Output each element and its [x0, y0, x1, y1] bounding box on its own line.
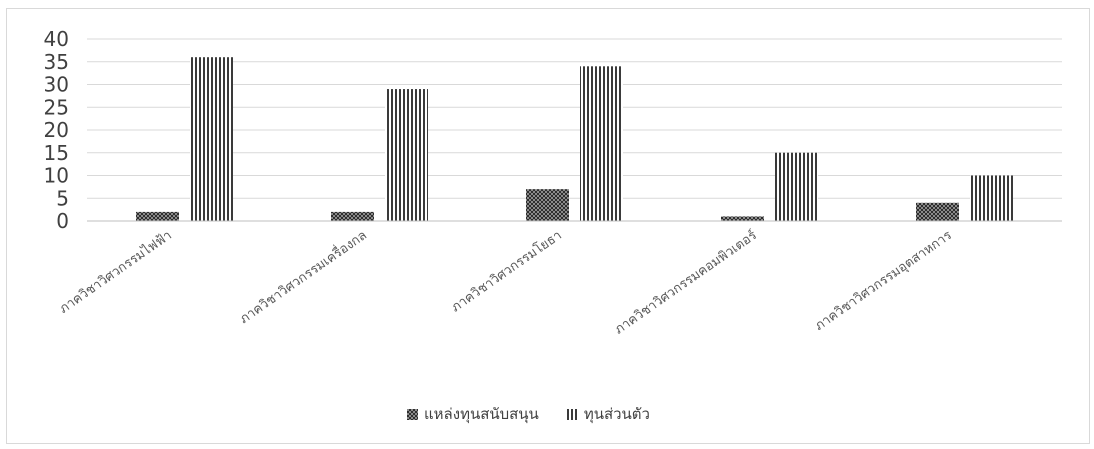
- y-tick-label: 40: [44, 27, 69, 51]
- bar-personal-fund: [970, 175, 1013, 221]
- category-label: ภาควิชาวิศวกรรมอุตสาหการ: [812, 228, 955, 334]
- y-tick-label: 30: [44, 73, 69, 97]
- bar-personal-fund: [385, 89, 428, 221]
- category-label: ภาควิชาวิศวกรรมไฟฟ้า: [56, 227, 175, 317]
- bars: [136, 57, 1013, 222]
- bar-funding-source: [136, 211, 179, 221]
- legend-swatch: [407, 409, 418, 420]
- y-tick-label: 35: [44, 50, 69, 74]
- y-tick-label: 25: [44, 95, 69, 119]
- legend-swatch: [566, 409, 578, 420]
- legend: แหล่งทุนสนับสนุน ทุนส่วนตัว: [407, 405, 650, 424]
- y-tick-label: 20: [44, 118, 69, 142]
- y-tick-label: 5: [56, 186, 69, 210]
- category-label: ภาควิชาวิศวกรรมเครื่องกล: [236, 226, 370, 327]
- gridlines: [87, 38, 1062, 199]
- bar-personal-fund: [190, 57, 233, 222]
- category-label: ภาควิชาวิศวกรรมคอมพิวเตอร์: [611, 227, 759, 338]
- bar-funding-source: [721, 216, 764, 221]
- category-label: ภาควิชาวิศวกรรมโยธา: [448, 227, 565, 315]
- bar-personal-fund: [580, 66, 623, 221]
- y-tick-label: 0: [56, 209, 69, 233]
- bar-personal-fund: [775, 152, 818, 221]
- legend-label: แหล่งทุนสนับสนุน: [424, 405, 539, 424]
- category-labels: ภาควิชาวิศวกรรมไฟฟ้า ภาควิชาวิศวกรรมเครื่…: [56, 226, 955, 337]
- chart-container: 0 5 10 15 20 25 30 35 40 ภาควิชาวิศวกรรมไฟฟ้า ภาค…: [6, 8, 1090, 444]
- bar-funding-source: [526, 189, 569, 221]
- legend-label: ทุนส่วนตัว: [584, 405, 650, 424]
- y-tick-label: 15: [44, 141, 69, 165]
- bar-funding-source: [916, 202, 959, 221]
- bar-funding-source: [331, 211, 374, 221]
- y-tick-label: 10: [44, 164, 69, 188]
